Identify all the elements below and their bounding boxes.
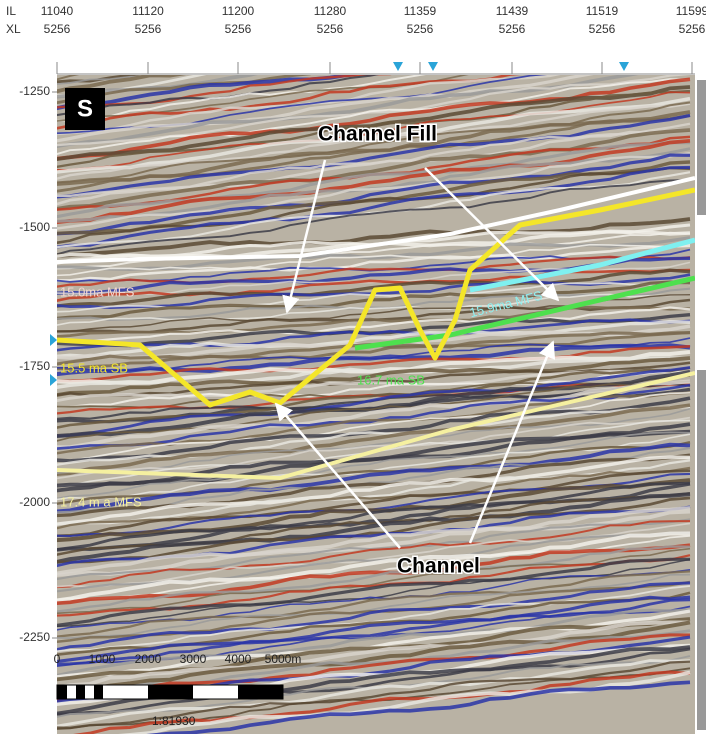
horizon-label: 17.4 m a MFS [60,494,142,509]
scale-seg [76,685,85,699]
depth-label: -2000 [19,495,50,509]
depth-label: -1750 [19,359,50,373]
inline-label: 11519 [586,4,619,18]
annotation: Channel [397,555,480,578]
crossline-label: 5256 [679,22,706,36]
scale-ratio: 1:81930 [152,714,196,728]
crossline-label: 5256 [135,22,162,36]
seismic-section: S Channel Fill Channel 15.0ma MFS 15.5 m… [0,0,706,734]
crossline-label: 5256 [589,22,616,36]
crossline-label: 5256 [499,22,526,36]
scale-seg [238,685,283,699]
depth-label: -1250 [19,84,50,98]
scale-seg [57,685,67,699]
right-block [697,370,706,730]
right-block [697,80,706,215]
scale-label: 2000 [135,652,162,666]
horizon-label: 15.5 ma SB [60,360,128,375]
inline-label: 11120 [132,4,164,18]
panel-label: S [77,95,93,122]
crossline-label: 5256 [317,22,344,36]
inline-label: 11359 [404,4,437,18]
scale-label: 5000m [265,652,302,666]
inline-label: 11040 [41,4,74,18]
crossline-label: 5256 [407,22,434,36]
crossline-label: 5256 [44,22,71,36]
scale-bar [57,685,283,699]
inline-label: 11599 [676,4,706,18]
scale-seg [148,685,193,699]
depth-label: -1500 [19,220,50,234]
scale-label: 4000 [225,652,252,666]
crossline-label: 5256 [225,22,252,36]
horizon-label: 15.0ma MFS [60,284,135,299]
inline-label: 11200 [222,4,255,18]
annotation: Channel Fill [318,123,437,146]
xl-label: XL [6,22,21,36]
inline-label: 11280 [314,4,347,18]
il-label: IL [6,4,16,18]
inline-label: 11439 [496,4,529,18]
scale-label: 1000 [89,652,116,666]
horizon-label: 16.7 ma SB [357,372,425,387]
scale-seg [94,685,103,699]
scale-label: 0 [54,652,61,666]
scale-label: 3000 [180,652,207,666]
depth-label: -2250 [19,630,50,644]
